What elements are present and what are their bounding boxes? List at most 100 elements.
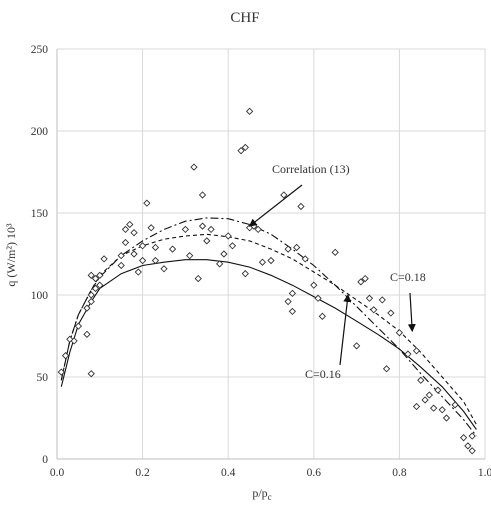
x-tick-label: 0.6 xyxy=(307,467,322,479)
data-point xyxy=(468,432,476,440)
data-point xyxy=(451,401,459,409)
data-point xyxy=(267,256,275,265)
x-tick-label: 0.0 xyxy=(50,467,65,479)
x-tick-label: 1.0 xyxy=(478,467,491,479)
data-point xyxy=(228,242,237,250)
data-point xyxy=(83,330,91,338)
x-axis-label-sub: c xyxy=(268,492,272,502)
data-point xyxy=(186,252,194,260)
annotation-label: C=0.18 xyxy=(390,270,426,284)
data-point xyxy=(284,245,292,253)
data-point xyxy=(241,270,249,278)
data-point xyxy=(74,322,83,330)
data-point xyxy=(237,147,245,155)
data-point xyxy=(70,337,78,345)
data-point xyxy=(134,268,142,276)
data-point xyxy=(87,291,95,299)
annotation-arrow xyxy=(339,294,352,366)
data-point xyxy=(314,294,322,302)
annotation-label: Correlation (13) xyxy=(272,162,350,176)
data-point xyxy=(143,199,151,207)
data-point xyxy=(87,370,95,378)
data-point xyxy=(459,434,468,442)
data-point xyxy=(203,237,211,245)
data-point xyxy=(138,242,147,250)
x-axis-label-main: p/p xyxy=(252,486,267,500)
data-point xyxy=(207,225,215,234)
data-point xyxy=(245,107,254,115)
data-point xyxy=(96,281,104,289)
data-point xyxy=(421,396,429,404)
data-point xyxy=(224,232,232,240)
data-point xyxy=(310,281,318,289)
data-point xyxy=(280,191,288,199)
data-point xyxy=(138,256,147,265)
data-point xyxy=(100,255,108,263)
data-point xyxy=(220,250,228,258)
data-point xyxy=(181,225,190,234)
data-point xyxy=(117,252,125,260)
data-point xyxy=(91,274,100,283)
data-point xyxy=(434,386,442,394)
data-point xyxy=(130,229,138,237)
data-point xyxy=(87,297,95,306)
x-tick-label: 0.2 xyxy=(135,467,150,479)
data-points xyxy=(57,107,476,455)
data-point xyxy=(147,224,155,232)
data-point xyxy=(382,365,391,373)
data-point xyxy=(126,220,134,229)
y-axis-label: q (W/m²) 10³ xyxy=(4,223,18,287)
data-point xyxy=(352,342,361,350)
data-point xyxy=(130,250,138,258)
data-point xyxy=(318,312,326,320)
data-point xyxy=(412,402,421,411)
data-point xyxy=(254,225,262,234)
x-axis-label: p/pc xyxy=(252,486,271,502)
data-point xyxy=(160,265,168,273)
data-point xyxy=(83,304,91,312)
y-tick-label: 250 xyxy=(31,44,49,56)
data-point xyxy=(198,191,207,199)
data-point xyxy=(464,442,472,450)
data-point xyxy=(442,414,451,422)
y-tick-label: 0 xyxy=(42,454,48,466)
data-point xyxy=(412,347,421,355)
data-point xyxy=(96,271,104,279)
x-tick-label: 0.4 xyxy=(221,467,236,479)
annotation-arrow xyxy=(248,184,303,227)
data-point xyxy=(151,256,160,265)
axes: 0.0 0.2 0.4 0.6 0.8 1.0 0 50 100 150 200 250 xyxy=(31,44,491,479)
data-point xyxy=(168,245,177,253)
data-point xyxy=(404,350,412,358)
data-point xyxy=(284,297,292,306)
y-tick-label: 200 xyxy=(31,126,49,138)
data-point xyxy=(61,352,70,360)
data-point xyxy=(121,225,130,234)
data-point xyxy=(87,271,95,279)
gridlines xyxy=(57,48,486,459)
annotation-label: C=0.16 xyxy=(305,367,341,381)
data-point xyxy=(430,404,438,412)
data-point xyxy=(357,278,365,286)
annotation-arrow xyxy=(407,292,416,333)
y-tick-label: 150 xyxy=(31,208,49,220)
data-point xyxy=(365,294,374,302)
data-point xyxy=(258,258,267,266)
chart-text: CHF p/pc q (W/m²) 10³ xyxy=(4,10,272,502)
data-point xyxy=(361,274,369,283)
data-point xyxy=(378,296,386,304)
data-point xyxy=(395,329,404,337)
data-point xyxy=(331,248,339,256)
data-point xyxy=(216,260,224,268)
data-point xyxy=(241,143,249,152)
data-point xyxy=(293,243,301,252)
data-point xyxy=(57,368,65,376)
data-point xyxy=(117,261,125,270)
data-point xyxy=(288,307,297,316)
data-point xyxy=(297,202,305,211)
data-point xyxy=(151,243,160,252)
data-point xyxy=(194,274,202,283)
data-point xyxy=(301,255,309,263)
x-tick-label: 0.8 xyxy=(392,467,407,479)
